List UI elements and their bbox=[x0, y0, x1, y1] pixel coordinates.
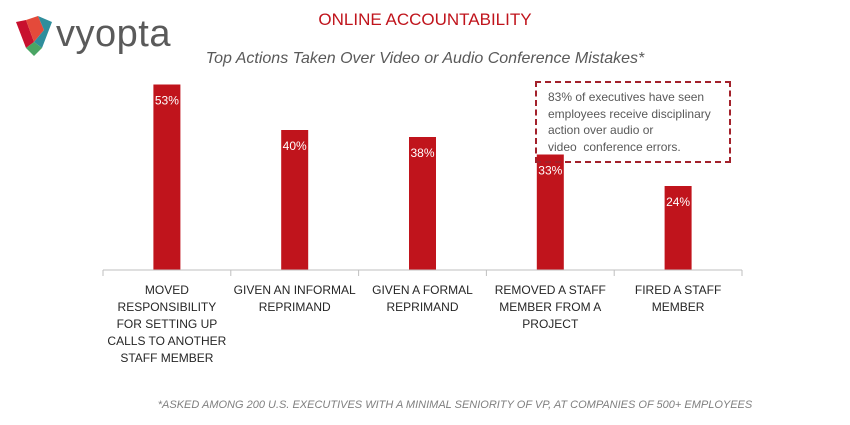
category-label: REPRIMAND bbox=[259, 300, 331, 314]
category-label: MEMBER bbox=[652, 300, 705, 314]
category-label: GIVEN AN INFORMAL bbox=[234, 283, 356, 297]
category-label: STAFF MEMBER bbox=[120, 351, 213, 365]
bar bbox=[536, 154, 564, 270]
category-label: CALLS TO ANOTHER bbox=[107, 334, 226, 348]
bar bbox=[153, 84, 181, 270]
category-label: RESPONSIBILITY bbox=[118, 300, 217, 314]
bar bbox=[409, 137, 436, 270]
category-label: FIRED A STAFF bbox=[635, 283, 721, 297]
page-title: ONLINE ACCOUNTABILITY bbox=[318, 10, 532, 29]
callout-line: action over audio or bbox=[548, 123, 654, 137]
category-label: MOVED bbox=[145, 283, 189, 297]
category-label: GIVEN A FORMAL bbox=[372, 283, 473, 297]
bar bbox=[281, 130, 309, 270]
bar bbox=[664, 186, 692, 270]
category-label: PROJECT bbox=[522, 317, 579, 331]
category-label: REMOVED A STAFF bbox=[495, 283, 606, 297]
chart-title: Top Actions Taken Over Video or Audio Co… bbox=[205, 50, 645, 67]
vyopta-logo: vyopta bbox=[14, 12, 189, 58]
category-label: REPRIMAND bbox=[386, 300, 458, 314]
bar-value-label: 24% bbox=[666, 195, 690, 209]
footnote: *ASKED AMONG 200 U.S. EXECUTIVES WITH A … bbox=[157, 399, 753, 411]
bar-value-label: 53% bbox=[155, 94, 179, 108]
x-axis bbox=[102, 269, 743, 276]
bar-value-label: 33% bbox=[538, 164, 562, 178]
bars-group: 53% 40% 38% 33% 24% bbox=[153, 84, 692, 270]
callout-box: 83% of executives have seen employees re… bbox=[535, 81, 731, 163]
callout-line: employees receive disciplinary bbox=[548, 106, 711, 121]
brand-name: vyopta bbox=[56, 13, 171, 55]
vyopta-v-icon bbox=[16, 16, 52, 56]
bar-value-label: 40% bbox=[283, 139, 307, 153]
category-label: FOR SETTING UP bbox=[117, 317, 218, 331]
callout-line: 83% of executives have seen bbox=[548, 90, 705, 104]
callout-line: video conference errors. bbox=[548, 139, 681, 154]
bar-value-label: 38% bbox=[410, 146, 434, 160]
category-labels: MOVED RESPONSIBILITY FOR SETTING UP CALLS T… bbox=[107, 283, 721, 365]
category-label: MEMBER FROM A bbox=[499, 300, 601, 314]
